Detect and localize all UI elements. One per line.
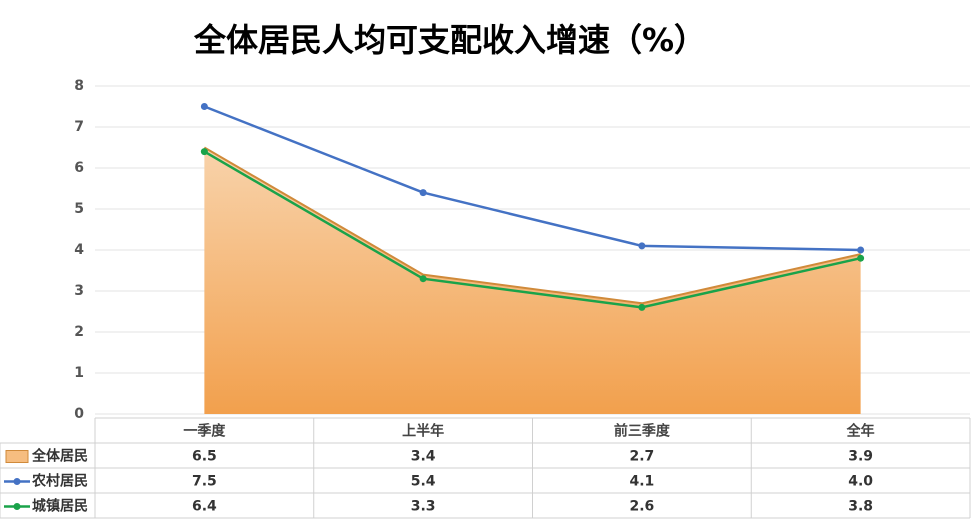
y-tick-label: 1 — [74, 365, 84, 381]
y-tick-label: 0 — [74, 406, 84, 422]
table-value: 5.4 — [411, 474, 436, 490]
legend-swatch — [5, 450, 29, 463]
table-value: 2.6 — [629, 499, 654, 515]
legend-dot — [13, 503, 21, 510]
table-value: 6.5 — [192, 449, 217, 465]
table-value: 7.5 — [192, 474, 217, 490]
y-tick-label: 4 — [74, 242, 84, 258]
line-point — [857, 254, 865, 262]
legend-label: 农村居民 — [31, 473, 88, 490]
legend-dot — [13, 478, 21, 485]
line-point — [200, 103, 208, 110]
line-point — [638, 303, 646, 311]
y-tick-label: 7 — [74, 119, 84, 135]
y-tick-label: 2 — [74, 324, 84, 340]
x-tick-label: 一季度 — [183, 423, 226, 440]
legend-label: 全体居民 — [31, 448, 88, 465]
table-value: 3.3 — [411, 499, 436, 515]
x-tick-label: 前三季度 — [614, 423, 671, 440]
legend-label: 城镇居民 — [32, 498, 88, 515]
table-value: 4.1 — [629, 474, 654, 490]
chart-title: 全体居民人均可支配收入增速（%） — [193, 21, 706, 59]
line — [203, 150, 861, 309]
line-point — [419, 189, 427, 197]
line-point — [200, 148, 208, 156]
table-value: 6.4 — [192, 499, 217, 515]
area — [204, 147, 861, 414]
x-tick-label: 上半年 — [402, 423, 444, 440]
table-value: 2.7 — [629, 449, 654, 465]
y-tick-label: 3 — [74, 283, 84, 299]
line-point — [419, 275, 427, 283]
area-outline — [203, 146, 861, 305]
x-tick-label: 全年 — [846, 423, 875, 440]
y-tick-label: 5 — [74, 201, 84, 217]
y-tick-label: 8 — [74, 78, 84, 94]
line — [203, 105, 861, 252]
line-point — [638, 242, 646, 250]
table-value: 4.0 — [848, 474, 873, 490]
y-tick-label: 6 — [74, 160, 84, 176]
line-point — [857, 246, 865, 254]
table-value: 3.4 — [411, 449, 436, 465]
table-value: 3.8 — [848, 499, 873, 515]
table-value: 3.9 — [848, 449, 873, 465]
